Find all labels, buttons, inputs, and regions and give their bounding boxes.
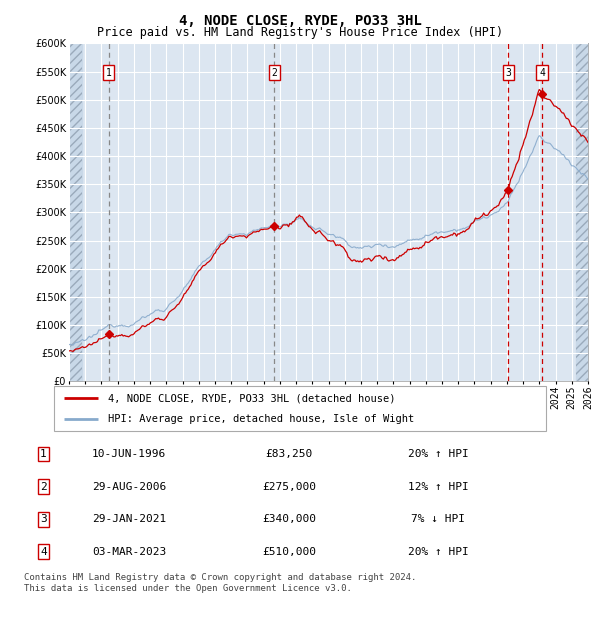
Text: £340,000: £340,000 bbox=[262, 514, 316, 524]
Text: HPI: Average price, detached house, Isle of Wight: HPI: Average price, detached house, Isle… bbox=[108, 414, 415, 424]
FancyBboxPatch shape bbox=[54, 386, 546, 431]
Text: Price paid vs. HM Land Registry's House Price Index (HPI): Price paid vs. HM Land Registry's House … bbox=[97, 26, 503, 39]
Text: 1: 1 bbox=[40, 449, 47, 459]
Text: 3: 3 bbox=[40, 514, 47, 524]
Text: 2: 2 bbox=[271, 68, 277, 78]
Text: 4, NODE CLOSE, RYDE, PO33 3HL: 4, NODE CLOSE, RYDE, PO33 3HL bbox=[179, 14, 421, 28]
Text: £510,000: £510,000 bbox=[262, 547, 316, 557]
Text: 4: 4 bbox=[539, 68, 545, 78]
Text: 2: 2 bbox=[40, 482, 47, 492]
Text: 7% ↓ HPI: 7% ↓ HPI bbox=[411, 514, 465, 524]
Text: Contains HM Land Registry data © Crown copyright and database right 2024.
This d: Contains HM Land Registry data © Crown c… bbox=[24, 574, 416, 593]
Text: 20% ↑ HPI: 20% ↑ HPI bbox=[407, 449, 469, 459]
Text: 03-MAR-2023: 03-MAR-2023 bbox=[92, 547, 166, 557]
Text: £83,250: £83,250 bbox=[265, 449, 313, 459]
Text: 1: 1 bbox=[106, 68, 112, 78]
Text: 10-JUN-1996: 10-JUN-1996 bbox=[92, 449, 166, 459]
Text: 29-AUG-2006: 29-AUG-2006 bbox=[92, 482, 166, 492]
Text: 4: 4 bbox=[40, 547, 47, 557]
Text: 4, NODE CLOSE, RYDE, PO33 3HL (detached house): 4, NODE CLOSE, RYDE, PO33 3HL (detached … bbox=[108, 393, 395, 404]
Text: 20% ↑ HPI: 20% ↑ HPI bbox=[407, 547, 469, 557]
Text: 12% ↑ HPI: 12% ↑ HPI bbox=[407, 482, 469, 492]
Text: 3: 3 bbox=[505, 68, 511, 78]
Text: £275,000: £275,000 bbox=[262, 482, 316, 492]
Text: 29-JAN-2021: 29-JAN-2021 bbox=[92, 514, 166, 524]
